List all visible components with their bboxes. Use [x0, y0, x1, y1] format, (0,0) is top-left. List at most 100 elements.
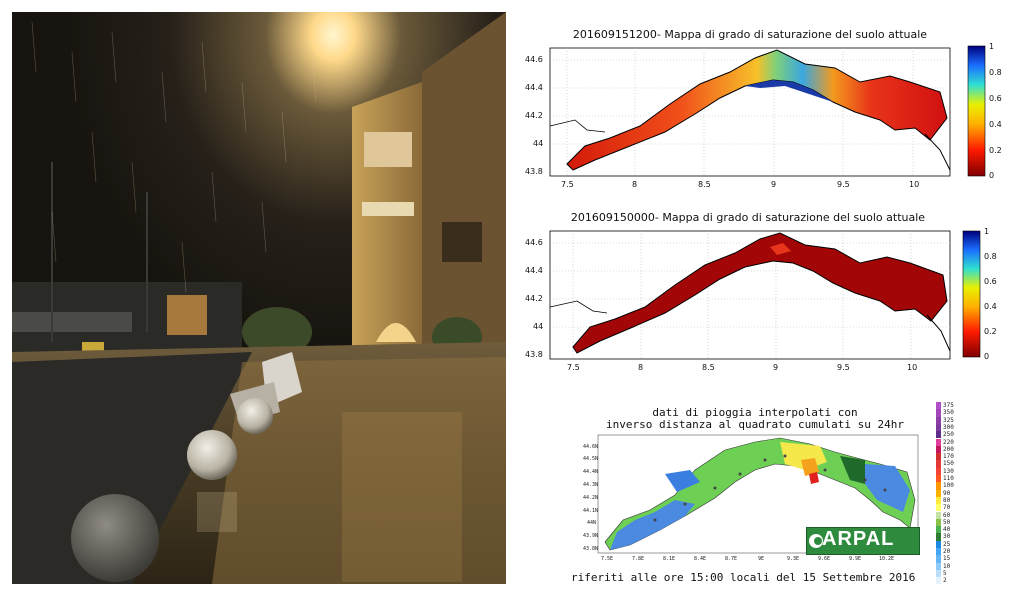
map2-xtick: 9	[773, 363, 779, 372]
rain-legend-swatch	[936, 438, 941, 446]
rain-legend-swatch	[936, 467, 941, 475]
rain-legend-swatch	[936, 562, 941, 570]
rain-ytick: 44.3N	[583, 482, 599, 488]
map1-xtick: 9.5	[837, 180, 850, 189]
map1-xtick: 7.5	[561, 180, 574, 189]
rain-legend-label: 220	[943, 438, 954, 446]
rain-ytick: 44.2N	[583, 495, 599, 501]
arpal-logo-icon	[809, 534, 823, 548]
map1-ytick: 44.6	[525, 55, 543, 64]
rain-ytick: 44.4N	[583, 469, 599, 475]
rain-ytick: 44.5N	[583, 456, 599, 462]
rain-legend-swatch	[936, 504, 941, 512]
map1-xtick: 9	[771, 180, 777, 189]
rain-ytick: 44.1N	[583, 508, 599, 514]
map1-cbtick: 0.8	[989, 68, 1002, 77]
rain-legend-swatch	[936, 555, 941, 563]
rain-xtick: 9E	[758, 556, 765, 562]
rain-legend-label: 30	[943, 533, 951, 541]
rain-legend-label: 350	[943, 409, 954, 417]
rain-legend-swatch	[936, 475, 941, 483]
map1-ytick: 43.8	[525, 167, 543, 176]
rain-legend-label: 200	[943, 445, 954, 453]
map2-xtick: 10	[907, 363, 918, 372]
rain-xtick: 10.2E	[879, 556, 895, 562]
rain-title-line2: inverso distanza al quadrato cumulati su…	[605, 418, 904, 431]
map1-cbtick: 0.6	[989, 94, 1002, 103]
rain-xtick: 8.4E	[694, 556, 707, 562]
rain-legend-label: 110	[943, 475, 954, 482]
map1-ytick: 44.2	[525, 111, 543, 120]
rain-legend-label: 170	[943, 453, 954, 461]
rain-legend-swatch	[936, 496, 941, 505]
rain-legend-label: 80	[943, 496, 951, 504]
map1-title: 201609151200- Mappa di grado di saturazi…	[572, 28, 928, 41]
rain-legend-swatch	[936, 533, 941, 541]
rain-legend-swatch	[936, 423, 941, 432]
map2-ytick: 44.2	[525, 294, 543, 303]
map2-cbtick: 0	[984, 352, 990, 361]
rainfall-map: dati di pioggia interpolati con inverso …	[565, 400, 965, 586]
map2-xtick: 7.5	[567, 363, 580, 372]
rain-ytick: 43.8N	[583, 546, 599, 552]
rain-ytick: 43.9N	[583, 533, 599, 539]
rain-legend-swatch	[936, 482, 941, 490]
map2-colorbar	[962, 230, 981, 358]
rain-ytick: 44N	[587, 520, 597, 526]
map2-ytick: 43.8	[525, 350, 543, 359]
rain-legend-swatch	[936, 540, 941, 548]
rain-ytick: 44.6N	[583, 444, 599, 450]
rain-legend-swatch	[936, 402, 941, 410]
rain-legend-label: 15	[943, 555, 951, 563]
rain-legend-label: 10	[943, 562, 951, 570]
map1-xtick: 8.5	[698, 180, 711, 189]
map2-ytick: 44.4	[525, 266, 543, 275]
map2-plot	[549, 230, 981, 360]
rain-xtick: 7.8E	[632, 556, 645, 562]
rain-legend-label: 300	[943, 423, 954, 431]
rain-legend-label: 250	[943, 431, 954, 439]
rain-legend-label: 150	[943, 460, 954, 468]
map1-ytick: 44.4	[525, 83, 543, 92]
rain-legend-label: 5	[943, 569, 947, 577]
soil-saturation-map-1: 201609151200- Mappa di grado di saturazi…	[515, 20, 1012, 195]
rain-legend: 375 350 325 300 250 220 200 170 150 130 110 100 90 80…	[936, 400, 964, 586]
rain-legend-label: 60	[943, 511, 951, 519]
rain-legend-label: 325	[943, 416, 954, 424]
flooded-street-photo	[12, 12, 506, 584]
map2-title: 201609150000- Mappa di grado di saturazi…	[570, 211, 926, 224]
map2-cbtick: 0.6	[984, 277, 997, 286]
map1-colorbar	[967, 45, 986, 177]
rain-legend-label: 20	[943, 548, 951, 555]
rain-legend-swatch	[936, 526, 941, 534]
rain-legend-swatch	[936, 577, 941, 585]
rain-xtick: 8.1E	[663, 556, 676, 562]
map2-xtick: 8	[638, 363, 644, 372]
rain-plot	[597, 434, 919, 554]
flooded-street-night-photo-icon	[12, 12, 506, 584]
rain-legend-label: 25	[943, 540, 951, 548]
rain-xtick: 9.6E	[818, 556, 831, 562]
map1-xtick: 8	[632, 180, 638, 189]
map1-cbtick: 0.2	[989, 146, 1002, 155]
rain-legend-swatch	[936, 409, 941, 417]
map2-cbtick: 1	[984, 227, 990, 236]
map2-xtick: 8.5	[702, 363, 715, 372]
rain-legend-swatch	[936, 431, 941, 439]
map2-cbtick: 0.4	[984, 302, 997, 311]
rain-legend-label: 100	[943, 482, 954, 490]
map1-cbtick: 1	[989, 42, 995, 51]
rain-legend-label: 130	[943, 467, 954, 475]
rain-title-line1: dati di pioggia interpolati con	[652, 406, 858, 419]
rain-legend-swatch	[936, 548, 941, 556]
rain-xtick: 9.9E	[849, 556, 862, 562]
map1-plot	[549, 45, 986, 177]
map2-cbtick: 0.8	[984, 252, 997, 261]
rain-legend-label: 375	[943, 402, 954, 409]
map1-ytick: 44	[533, 139, 544, 148]
rain-legend-label: 70	[943, 504, 951, 512]
arpal-logo-text: ARPAL	[822, 528, 895, 550]
map1-xtick: 10	[909, 180, 920, 189]
rain-legend-swatch	[936, 511, 941, 519]
map2-ytick: 44.6	[525, 238, 543, 247]
